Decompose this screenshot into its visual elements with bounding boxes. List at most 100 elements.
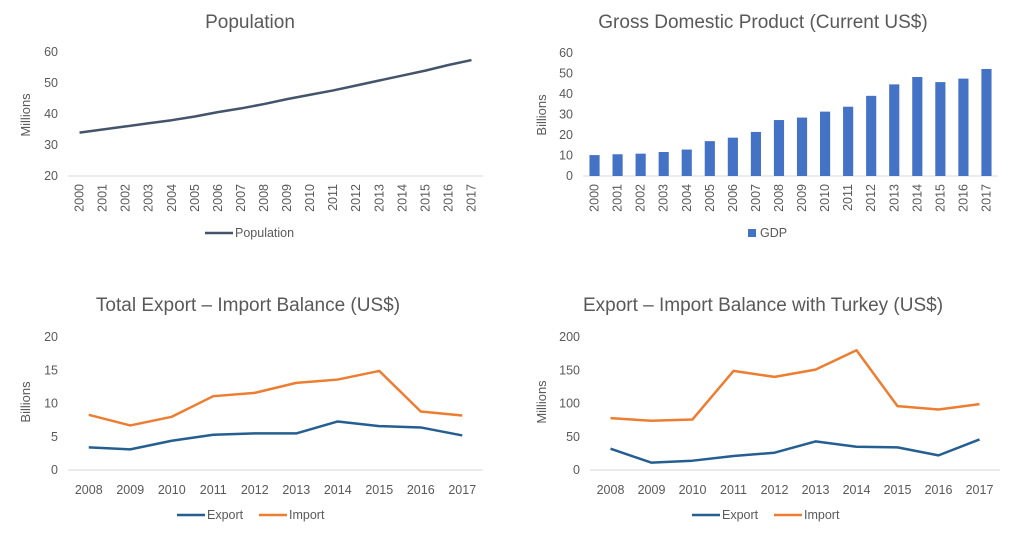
series-line-import [610, 349, 980, 423]
series-line-import [88, 369, 463, 427]
x-tick-label: 2014 [395, 184, 409, 212]
x-tick-label: 2013 [282, 483, 310, 497]
x-tick-label: 2016 [925, 483, 953, 497]
x-tick-label: 2014 [843, 483, 871, 497]
x-tick-label: 2013 [802, 483, 830, 497]
y-tick-label: 50 [44, 76, 58, 90]
x-tick-label: 2009 [795, 184, 809, 212]
chart-title: Population [205, 12, 295, 33]
x-tick-label: 2013 [372, 184, 386, 212]
x-tick-label: 2011 [720, 483, 747, 497]
x-tick-label: 2011 [841, 184, 855, 211]
x-tick-label: 2008 [75, 483, 103, 497]
x-tick-label: 2014 [324, 483, 352, 497]
x-tick-label: 2003 [142, 184, 156, 212]
x-tick-label: 2008 [772, 184, 786, 212]
bar-2016 [958, 78, 969, 176]
y-tick-label: 5 [51, 430, 58, 444]
x-tick-label: 2016 [956, 184, 970, 212]
x-tick-label: 2003 [657, 184, 671, 212]
x-tick-label: 2005 [188, 184, 202, 212]
y-tick-label: 10 [44, 397, 58, 411]
y-tick-label: 50 [566, 430, 580, 444]
x-tick-label: 2006 [211, 184, 225, 212]
bar-2001 [612, 154, 623, 176]
legend-label: Import [804, 508, 840, 522]
y-tick-label: 200 [559, 330, 580, 344]
x-tick-label: 2002 [634, 184, 648, 212]
x-tick-label: 2000 [73, 184, 87, 212]
y-tick-label: 100 [559, 397, 580, 411]
x-tick-label: 2006 [726, 184, 740, 212]
x-tick-label: 2011 [200, 483, 227, 497]
x-tick-label: 2007 [234, 184, 248, 212]
x-tick-label: 2012 [349, 184, 363, 212]
x-tick-label: 2010 [818, 184, 832, 212]
y-axis-label: Millions [18, 93, 33, 137]
legend-label: Import [289, 508, 325, 522]
bar-2000 [589, 155, 600, 176]
legend-label: Export [207, 508, 244, 522]
y-axis-label: Billions [18, 381, 33, 423]
y-tick-label: 30 [559, 108, 573, 122]
y-tick-label: 40 [44, 107, 58, 121]
x-tick-label: 2010 [303, 184, 317, 212]
series-line-population [79, 58, 472, 134]
x-tick-label: 2008 [597, 483, 625, 497]
chart-0: Population Millions 20 30 40 50 60 2000 2001 2002… [18, 12, 483, 240]
chart-3: Export – Import Balance with Turkey (US$… [534, 295, 1000, 522]
x-tick-label: 2016 [441, 184, 455, 212]
x-tick-label: 2001 [611, 184, 625, 212]
x-tick-label: 2012 [864, 184, 878, 212]
x-tick-label: 2017 [448, 483, 476, 497]
x-tick-label: 2013 [887, 184, 901, 212]
x-tick-label: 2015 [418, 184, 432, 212]
legend-label: GDP [760, 226, 787, 240]
bar-2010 [820, 111, 831, 176]
bar-2004 [681, 149, 692, 176]
bar-2011 [843, 106, 854, 176]
x-tick-label: 2000 [588, 184, 602, 212]
x-tick-label: 2011 [326, 184, 340, 211]
y-tick-label: 40 [559, 87, 573, 101]
bar-2012 [866, 95, 877, 176]
y-tick-label: 60 [44, 45, 58, 59]
series-line-export [610, 438, 980, 464]
x-tick-label: 2009 [638, 483, 666, 497]
chart-title: Gross Domestic Product (Current US$) [598, 12, 927, 33]
series-line-export [88, 420, 463, 451]
x-tick-label: 2009 [116, 483, 144, 497]
y-tick-label: 150 [559, 363, 580, 377]
x-tick-label: 2004 [165, 184, 179, 212]
x-tick-label: 2008 [257, 184, 271, 212]
y-tick-label: 0 [51, 463, 58, 477]
x-tick-label: 2015 [365, 483, 393, 497]
x-tick-label: 2004 [680, 184, 694, 212]
bar-2005 [704, 141, 715, 176]
bar-2008 [773, 120, 785, 176]
bar-2017 [981, 68, 992, 176]
x-tick-label: 2017 [979, 184, 993, 212]
bar-2014 [912, 76, 923, 176]
bar-2013 [889, 84, 900, 176]
y-tick-label: 60 [559, 46, 573, 60]
bar-2009 [796, 117, 808, 176]
x-tick-label: 2012 [761, 483, 789, 497]
bar-2007 [750, 131, 761, 176]
x-tick-label: 2012 [241, 483, 269, 497]
x-tick-label: 2016 [407, 483, 435, 497]
y-tick-label: 10 [559, 149, 573, 163]
y-tick-label: 50 [559, 67, 573, 81]
x-tick-label: 2014 [910, 184, 924, 212]
y-tick-label: 0 [566, 169, 573, 183]
chart-title: Total Export – Import Balance (US$) [96, 295, 400, 316]
bar-2006 [727, 137, 738, 176]
legend-swatch [748, 229, 756, 237]
chart-2: Total Export – Import Balance (US$) Billi… [18, 295, 483, 522]
y-tick-label: 0 [573, 463, 580, 477]
x-tick-label: 2001 [96, 184, 110, 212]
x-tick-label: 2015 [884, 483, 912, 497]
x-tick-label: 2002 [119, 184, 133, 212]
y-axis-label: Billions [534, 94, 549, 136]
